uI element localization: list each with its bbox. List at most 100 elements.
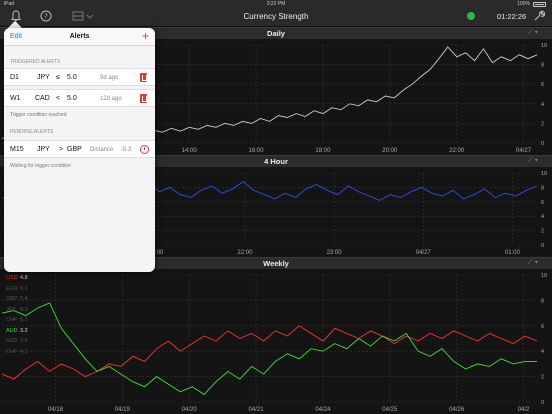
y-tick-label: 8 <box>541 63 544 69</box>
triggered-alert-row[interactable]: D1 JPY ≤ 5.0 9d ago <box>4 68 155 86</box>
y-tick-label: 6 <box>541 324 544 330</box>
status-bar: iPad 3:22 PM 100% <box>0 0 552 8</box>
device-label: iPad <box>4 1 15 7</box>
y-tick-label: 0 <box>541 243 544 249</box>
svg-text:?: ? <box>44 13 48 21</box>
add-alert-button[interactable]: + <box>141 29 149 43</box>
x-tick-label: 04/18 <box>48 407 64 413</box>
alert-timeframe: W1 <box>10 95 21 102</box>
panel-title: Weekly <box>263 259 289 268</box>
x-tick-label: 04/2 <box>518 407 530 413</box>
legend-currency-name: AUD <box>6 327 18 334</box>
legend-currency-value: 4.8 <box>20 275 28 281</box>
alert-distance-label: Distance <box>90 147 114 153</box>
x-tick-label: 22:00 <box>237 250 253 256</box>
x-tick-label: 04/21 <box>249 407 265 413</box>
panel-title: 4 Hour <box>264 157 288 166</box>
alert-timeframe: D1 <box>10 74 19 81</box>
battery-percent: 100% <box>517 1 530 7</box>
pending-note: Waiting for trigger condition <box>10 163 71 169</box>
help-icon[interactable]: ? <box>40 10 52 24</box>
legend-currency-value: 3.5 <box>20 338 28 344</box>
server-time: 01:22:26 <box>497 12 527 21</box>
battery-icon <box>533 2 546 7</box>
legend-currency-name: NZD <box>6 338 18 344</box>
x-tick-label: 04/19 <box>115 407 131 413</box>
chart-weekly-svg: 04/18 04/19 04/20 04/21 04/24 04/25 04/26 04/20… <box>1 273 547 413</box>
legend-currency-name: EUR <box>6 285 18 292</box>
x-tick-label: 04/27 <box>416 250 432 256</box>
alert-currency: JPY <box>37 146 50 153</box>
alert-value: 5.0 <box>67 74 77 81</box>
x-tick-label: 04/24 <box>315 407 331 413</box>
series-line <box>1 325 538 380</box>
y-tick-label: 4 <box>541 349 544 355</box>
navigation-bar: ? Currency Strength 01:22:26 <box>0 8 552 27</box>
y-tick-label: 2 <box>541 229 544 235</box>
alert-age: 12d ago <box>100 96 122 102</box>
legend-currency-value: 3.2 <box>20 327 28 334</box>
legend-currency-name: GBP <box>6 296 18 302</box>
alerts-popover: Edit Alerts + TRIGGERED ALERTS D1 JPY ≤ … <box>4 28 155 272</box>
alert-compare-currency: GBP <box>67 146 82 153</box>
alert-age: 9d ago <box>100 75 119 81</box>
y-tick-label: 0 <box>541 141 544 147</box>
popover-header: Edit Alerts + <box>4 28 155 46</box>
x-tick-label: 14:00 <box>182 148 198 154</box>
pending-alerts-label: PENDING ALERTS <box>10 129 54 135</box>
alert-value: 5.0 <box>67 95 77 102</box>
alerts-bell-icon[interactable] <box>10 10 22 24</box>
x-tick-label: 04/20 <box>182 407 198 413</box>
chart-type-selector[interactable]: ⟋ ▾ <box>527 157 538 164</box>
x-tick-label: 20:00 <box>382 148 398 154</box>
series-line <box>1 302 537 395</box>
y-tick-label: 0 <box>541 400 544 406</box>
legend-currency-name: JPY <box>6 306 17 313</box>
delete-alert-icon[interactable] <box>140 73 147 82</box>
chart-type-selector[interactable]: ⟋ ▾ <box>527 259 538 266</box>
x-tick-label: 21:00 <box>148 250 164 256</box>
alert-currency: JPY <box>37 74 50 81</box>
legend-currency-name: CHF <box>6 348 18 355</box>
panel-title: Daily <box>267 29 285 38</box>
y-tick-label: 4 <box>541 214 544 220</box>
app-title: Currency Strength <box>243 12 309 21</box>
y-tick-label: 2 <box>541 121 544 127</box>
legend-currency-value: 6.1 <box>20 285 28 292</box>
pending-clock-icon <box>140 145 149 154</box>
layout-menu-icon[interactable] <box>72 10 96 24</box>
alert-operator: ≤ <box>56 74 60 81</box>
pending-alert-row[interactable]: M15 JPY > GBP Distance -5.3 <box>4 140 155 158</box>
y-tick-label: 8 <box>541 185 544 191</box>
x-tick-label: 23:00 <box>327 250 343 256</box>
legend-currency-value: 4.3 <box>20 306 28 313</box>
y-tick-label: 8 <box>541 298 544 304</box>
edit-button[interactable]: Edit <box>10 33 23 40</box>
settings-wrench-icon[interactable] <box>533 10 546 24</box>
alert-operator: < <box>56 95 61 102</box>
y-tick-label: 10 <box>541 171 547 177</box>
chart-weekly[interactable]: 04/18 04/19 04/20 04/21 04/24 04/25 04/26 04/2 0… <box>0 269 552 414</box>
triggered-note: Trigger condition reached <box>10 112 67 118</box>
x-tick-label: 16:00 <box>249 148 265 154</box>
alert-distance-value: -5.3 <box>121 147 132 153</box>
y-tick-label: 10 <box>541 273 547 279</box>
y-tick-label: 6 <box>541 82 544 88</box>
x-tick-label: 01:00 <box>505 250 521 256</box>
x-tick-label: 04/25 <box>382 407 398 413</box>
x-tick-label: 22:00 <box>449 148 465 154</box>
x-tick-label: 18:00 <box>315 148 331 154</box>
connection-status-dot <box>467 12 475 20</box>
alert-operator: > <box>59 146 64 153</box>
triggered-alert-row[interactable]: W1 CAD < 5.0 12d ago <box>4 89 155 107</box>
triggered-alerts-label: TRIGGERED ALERTS <box>10 59 61 65</box>
y-tick-label: 4 <box>541 102 544 108</box>
popover-title: Alerts <box>69 33 90 40</box>
legend-currency-name: CHF <box>6 317 18 323</box>
y-tick-label: 2 <box>541 375 544 381</box>
legend-currency-value: 5.2 <box>20 317 28 323</box>
delete-alert-icon[interactable] <box>140 94 147 103</box>
x-tick-label: 04/26 <box>449 407 465 413</box>
chart-type-selector[interactable]: ⟋ ▾ <box>527 29 538 36</box>
alert-timeframe: M15 <box>10 146 24 153</box>
